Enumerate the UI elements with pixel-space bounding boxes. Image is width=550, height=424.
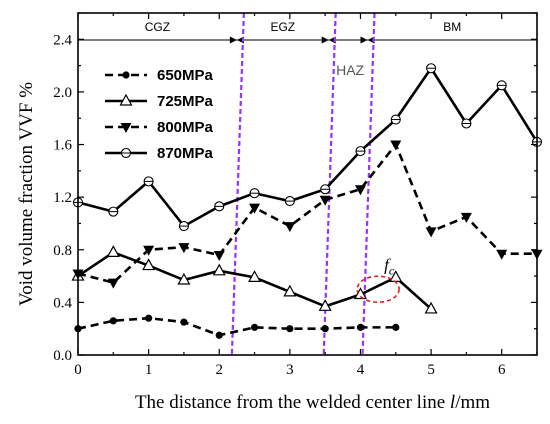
series-870mpa-point xyxy=(249,188,260,199)
series-800mpa-point xyxy=(319,195,331,206)
series-870mpa-point xyxy=(214,201,225,212)
series-800mpa-point xyxy=(178,243,190,254)
axis-layer: 0 1 2 3 4 5 6 0.0 0.4 0.8 1.2 1.6 2.0 2.4 The distance… xyxy=(16,12,538,413)
series-800mpa-point xyxy=(390,140,402,151)
series-800mpa-point xyxy=(249,203,261,214)
legend: 650MPa 725MPa 800MPa 870MPa xyxy=(105,67,214,162)
series-725mpa-point xyxy=(248,270,262,282)
series-870mpa-point xyxy=(320,184,331,195)
series-870mpa-point xyxy=(461,118,472,129)
series-870mpa-point xyxy=(496,80,507,91)
series-650mpa-point xyxy=(356,323,365,331)
zone-label-bm: BM xyxy=(443,20,461,34)
y-tick-label: 0.4 xyxy=(53,295,72,311)
series-800mpa-point xyxy=(354,185,366,196)
y-tick-label: 0.8 xyxy=(53,243,72,259)
series-650mpa-point xyxy=(145,314,153,322)
x-axis-title: The distance from the welded center line… xyxy=(135,392,490,413)
legend-item-725mpa-label: 725MPa xyxy=(157,93,214,110)
series-800mpa-point xyxy=(107,278,119,289)
series-725mpa xyxy=(71,245,438,314)
series-870mpa-point xyxy=(355,146,366,157)
y-tick-label: 2.0 xyxy=(53,85,72,101)
zone-arrow-right xyxy=(229,36,237,44)
series-650mpa-point xyxy=(321,325,329,333)
plot-frame xyxy=(77,12,538,356)
x-axis-title-prefix: The distance from the welded center line xyxy=(135,392,450,413)
series-800mpa-point xyxy=(143,245,155,256)
x-tick-label: 1 xyxy=(145,362,153,378)
y-tick-label: 0.0 xyxy=(53,348,72,364)
zone-boundary-line xyxy=(230,12,245,356)
series-650mpa-point xyxy=(215,331,223,339)
series-725mpa-point xyxy=(142,258,156,271)
zone-label-cgz: CGZ xyxy=(145,20,170,34)
series-800mpa-point xyxy=(425,227,437,238)
series-800mpa-point xyxy=(284,222,296,233)
zone-boundary-line xyxy=(361,12,376,356)
x-tick-label: 5 xyxy=(427,362,435,378)
x-axis-title-var: l xyxy=(450,392,455,413)
series-870mpa-point xyxy=(284,196,295,207)
critical-value-ellipse xyxy=(356,275,400,304)
critical-value-label: fc xyxy=(384,256,395,278)
series-870mpa xyxy=(72,63,543,232)
x-tick-label: 0 xyxy=(74,362,82,378)
x-tick-label: 6 xyxy=(498,362,506,378)
series-725mpa-point xyxy=(212,263,226,276)
series-layer xyxy=(71,63,543,339)
series-870mpa-point xyxy=(108,206,119,217)
zone-label-egz: EGZ xyxy=(270,20,295,34)
series-650mpa-point xyxy=(180,318,188,326)
series-870mpa-point xyxy=(426,63,437,74)
series-725mpa-point xyxy=(318,299,332,311)
series-800mpa xyxy=(72,140,543,289)
x-axis-title-suffix: /mm xyxy=(455,392,490,413)
legend-item-725mpa-marker xyxy=(119,93,133,106)
series-800mpa-point xyxy=(213,251,225,262)
series-650mpa-line xyxy=(77,316,396,337)
series-870mpa-point xyxy=(178,221,189,232)
legend-item-870mpa: 870MPa xyxy=(105,145,214,162)
annotation-layer: fc xyxy=(356,256,400,304)
zone-arrow-right xyxy=(321,36,329,44)
legend-item-800mpa-marker xyxy=(120,123,132,133)
series-870mpa-point xyxy=(143,176,154,187)
x-tick-label: 4 xyxy=(357,362,365,378)
legend-item-650mpa-label: 650MPa xyxy=(157,67,214,84)
series-650mpa-point xyxy=(109,317,117,325)
series-650mpa-point xyxy=(392,323,400,331)
y-tick-label: 2.4 xyxy=(53,32,72,48)
x-tick-label: 3 xyxy=(286,362,294,378)
y-tick-label: 1.2 xyxy=(53,190,72,206)
haz-label: HAZ xyxy=(336,62,364,78)
series-725mpa-point xyxy=(106,245,120,257)
legend-item-870mpa-marker xyxy=(120,147,132,159)
y-tick-label: 1.6 xyxy=(53,138,72,154)
legend-item-800mpa-label: 800MPa xyxy=(157,119,214,136)
zone-arrow-right xyxy=(360,36,368,44)
series-725mpa-point xyxy=(424,301,438,314)
series-725mpa-point xyxy=(177,272,191,285)
series-650mpa xyxy=(74,314,400,339)
series-870mpa-point xyxy=(390,114,401,125)
series-650mpa-point xyxy=(286,325,294,333)
x-tick-label: 2 xyxy=(215,362,223,378)
critical-value-label-main: f xyxy=(384,256,391,275)
series-800mpa-point xyxy=(460,212,472,223)
legend-item-725mpa: 725MPa xyxy=(105,93,214,110)
y-axis-title: Void volume fraction VVF % xyxy=(16,82,37,306)
series-800mpa-point xyxy=(496,249,508,260)
series-870mpa-line xyxy=(77,66,539,228)
legend-item-650mpa-marker xyxy=(122,71,130,79)
legend-item-650mpa: 650MPa xyxy=(105,67,214,84)
critical-value-label-sub: c xyxy=(389,264,395,278)
series-725mpa-point xyxy=(283,284,297,297)
legend-item-800mpa: 800MPa xyxy=(105,119,214,136)
series-650mpa-point xyxy=(250,323,259,331)
legend-item-870mpa-label: 870MPa xyxy=(157,145,214,162)
series-800mpa-line xyxy=(77,143,537,284)
